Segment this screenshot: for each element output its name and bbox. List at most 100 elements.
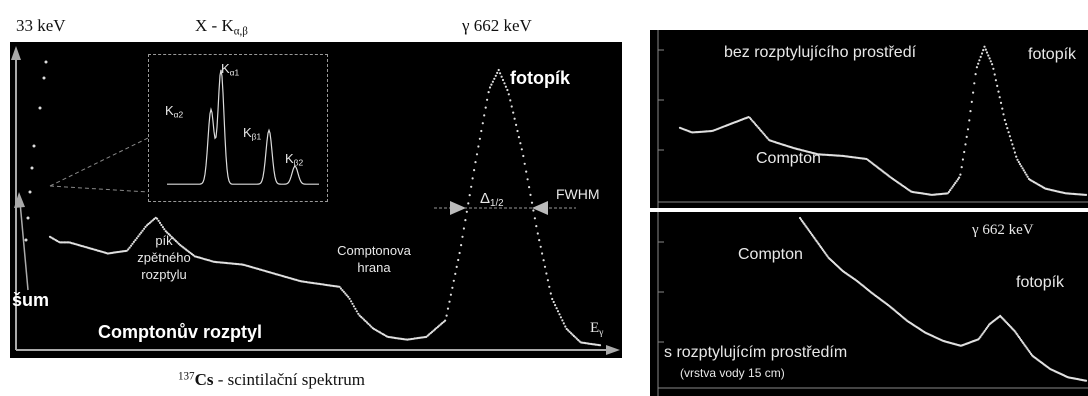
spectrum-point [436,325,439,328]
spectrum-point [757,126,760,130]
spectrum-point [953,183,956,186]
spectrum-point [490,83,493,86]
spectrum-point [949,189,952,192]
spectrum-point [363,318,366,321]
spectrum-point [431,330,434,333]
spectrum-point [141,229,144,232]
spectrum-point [532,209,535,212]
spectrum-point [1017,160,1020,164]
right-bottom-compton: Compton [738,246,803,263]
spectrum-point [504,85,507,88]
spectrum-point [984,48,987,51]
right-bottom-fotopik: fotopík [1016,274,1065,291]
spectrum-point [529,193,532,196]
spectrum-point [341,289,344,292]
spectrum-point [169,234,172,237]
spectrum-point [1013,151,1016,154]
spectrum-point [496,71,499,74]
spectrum-point [1003,118,1006,122]
spectrum-point [992,67,995,70]
spectrum-point [357,312,360,315]
spectrum-point [756,125,759,128]
spectrum-point [549,292,552,295]
spectrum-point [536,232,539,235]
spectrum-point [964,143,967,146]
spectrum-point [483,114,486,117]
spectrum-point [1020,165,1023,168]
spectrum-point [1006,127,1009,130]
spectrum-point [125,249,128,252]
spectrum-point [467,202,470,205]
left-chart-caption: 137Cs - scintilační spektrum [178,370,366,389]
inset-spectrum-curve [167,69,319,185]
spectrum-point [1026,175,1029,178]
spectrum-point [972,91,975,94]
spectrum-point [161,226,164,229]
spectrum-point [153,217,156,221]
spectrum-point [347,295,350,298]
spectrum-point [445,314,448,317]
spectrum-point [554,304,557,307]
inset-line [167,69,319,185]
spectrum-point [438,324,441,327]
inset-label-kb2: Kβ2 [285,151,304,168]
spectrum-point [507,93,510,96]
spectrum-point [543,265,547,268]
annotation-compton-edge: Comptonova hrana [337,243,411,275]
spectrum-point [361,317,364,320]
spectrum-point [493,77,496,80]
spectrum-point [433,328,437,331]
spectrum-point [542,259,545,262]
spectrum-point [461,235,464,238]
spectrum-point [950,187,953,190]
spectrum-point [473,169,476,172]
spectrum-point [535,225,538,228]
spectrum-point [132,240,135,243]
spectrum-point [564,325,567,328]
spectrum-point [545,272,548,275]
spectrum-point [166,231,169,234]
spectrum-point [979,55,982,58]
right-top-fotopik: fotopík [1028,46,1077,63]
spectrum-point [1024,171,1027,174]
spectrum-point [985,51,989,54]
spectrum-point [171,237,175,240]
spectrum-point [809,232,813,235]
spectrum-point [1021,167,1024,170]
spectrum-point [574,336,577,339]
spectrum-point [173,238,176,241]
spectrum-point [766,137,769,140]
spectrum-point [481,122,484,125]
spectrum-point [999,101,1003,104]
spectrum-point [1016,158,1019,161]
spectrum-point [499,72,502,75]
spectrum-point [561,319,564,322]
spectrum-point [135,237,138,240]
noise-dots [24,60,48,242]
inset-label-ka2: Kα2 [165,103,184,120]
spectrum-point [454,272,457,275]
spectrum-point [488,86,492,89]
spectrum-point [494,74,497,77]
spectrum-point [127,248,130,251]
annotation-delta: Δ1/2 [480,190,504,209]
x-axis-label: Eγ [590,320,604,338]
spectrum-point [352,305,355,308]
spectrum-point [552,300,555,304]
spectrum-point [1084,193,1088,196]
spectrum-point [358,314,361,317]
spectrum-point [1002,113,1005,116]
left-spectrum-curve [48,68,602,347]
spectrum-point [1022,342,1025,345]
spectrum-point [339,287,342,290]
spectrum-point [555,307,558,310]
spectrum-point [954,181,957,185]
spectrum-point [548,285,551,288]
x-ray-inset: Kα2 Kα1 Kβ1 Kβ2 [148,54,328,202]
annotation-backscatter: pík zpětného rozptylu [137,233,191,282]
spectrum-point [526,178,529,181]
spectrum-point [824,252,827,255]
right-top-svg [657,30,1088,208]
right-top-spectrum-curve [678,45,1088,196]
spectrum-point [551,297,554,301]
